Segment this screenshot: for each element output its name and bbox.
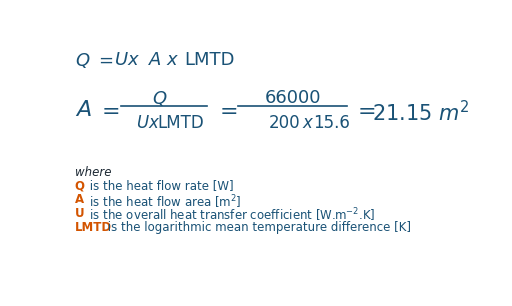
Text: where: where [75, 166, 111, 179]
Text: $Ux$: $Ux$ [114, 50, 140, 69]
Text: $=$: $=$ [97, 100, 120, 120]
Text: $x$: $x$ [302, 114, 314, 132]
Text: $=$: $=$ [215, 100, 238, 120]
Text: $A$: $A$ [75, 100, 92, 120]
Text: $x$: $x$ [166, 50, 180, 69]
Text: $=$: $=$ [353, 100, 376, 120]
Text: Q: Q [75, 179, 85, 192]
Text: $A$: $A$ [147, 50, 162, 69]
Text: $=$: $=$ [95, 50, 114, 69]
Text: is the logarithmic mean temperature difference [K]: is the logarithmic mean temperature diff… [104, 221, 411, 234]
Text: $Ux$: $Ux$ [136, 114, 161, 132]
Text: $Q$: $Q$ [153, 89, 168, 108]
Text: is the overall heat transfer coefficient [W.m$^{-2}$.K]: is the overall heat transfer coefficient… [86, 207, 375, 224]
Text: 15.6: 15.6 [313, 114, 350, 132]
Text: LMTD: LMTD [158, 114, 204, 132]
Text: $21.15\ m^2$: $21.15\ m^2$ [372, 100, 470, 125]
Text: 200: 200 [269, 114, 301, 132]
Text: LMTD: LMTD [184, 50, 234, 69]
Text: U: U [75, 207, 84, 220]
Text: A: A [75, 193, 84, 206]
Text: LMTD: LMTD [75, 221, 112, 234]
Text: $Q$: $Q$ [75, 50, 90, 69]
Text: is the heat flow rate [W]: is the heat flow rate [W] [86, 179, 233, 192]
Text: is the heat flow area [m$^2$]: is the heat flow area [m$^2$] [86, 193, 241, 211]
Text: 66000: 66000 [264, 89, 321, 107]
